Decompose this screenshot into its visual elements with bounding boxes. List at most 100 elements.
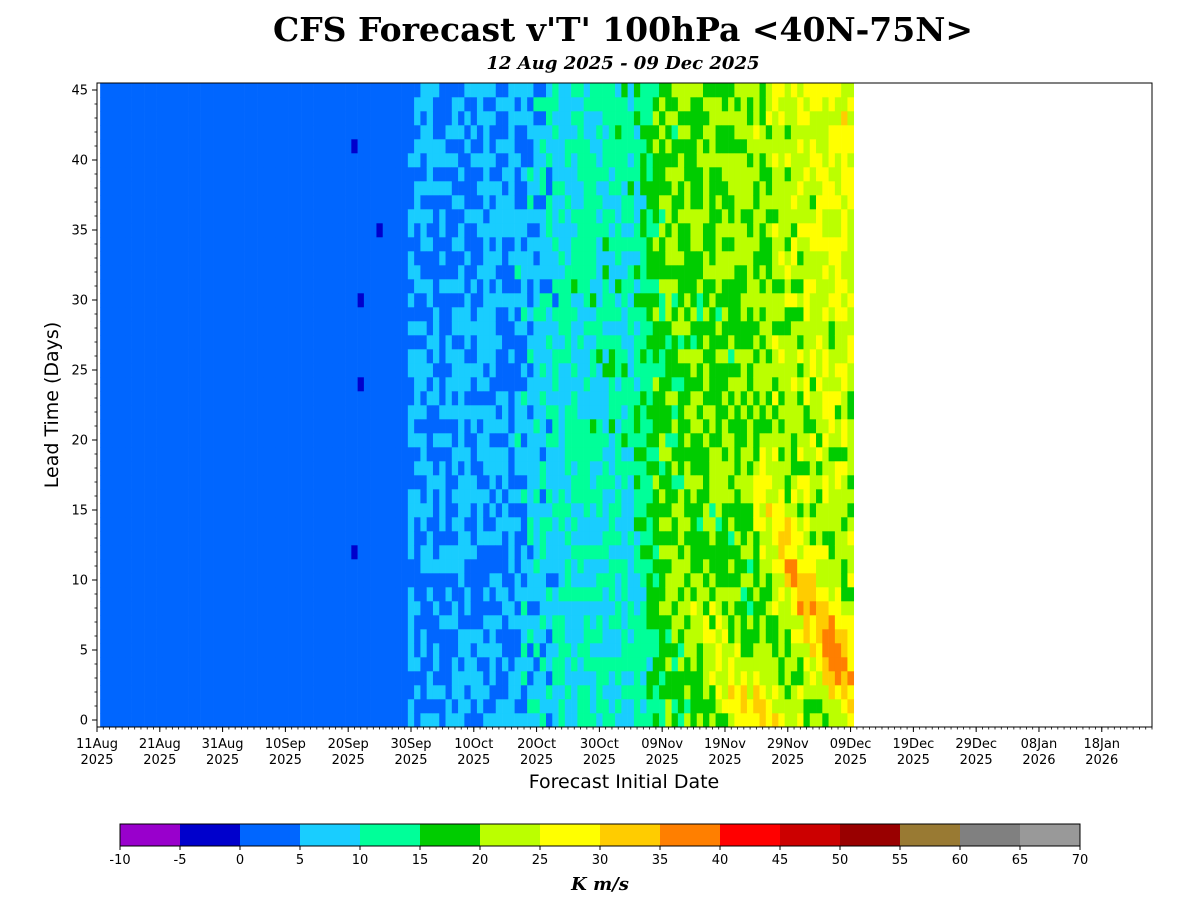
- heatmap-cell: [357, 237, 365, 252]
- heatmap-cell: [721, 405, 729, 420]
- heatmap-cell: [213, 265, 220, 280]
- heatmap-cell: [577, 335, 584, 350]
- heatmap-cell: [188, 377, 195, 392]
- heatmap-cell: [232, 223, 239, 238]
- heatmap-cell: [200, 321, 208, 336]
- heatmap-cell: [250, 601, 258, 616]
- heatmap-cell: [483, 83, 490, 98]
- heatmap-cell: [728, 433, 735, 448]
- heatmap-cell: [684, 503, 691, 518]
- heatmap-cell: [646, 713, 654, 728]
- heatmap-cell: [112, 111, 120, 126]
- heatmap-cell: [370, 125, 377, 140]
- heatmap-cell: [351, 237, 358, 252]
- heatmap-cell: [332, 153, 340, 168]
- heatmap-cell: [652, 629, 660, 644]
- heatmap-cell: [476, 153, 484, 168]
- heatmap-cell: [596, 195, 603, 210]
- heatmap-cell: [464, 545, 471, 560]
- heatmap-cell: [156, 237, 164, 252]
- heatmap-cell: [646, 279, 654, 294]
- heatmap-cell: [414, 685, 421, 700]
- heatmap-cell: [313, 713, 321, 728]
- heatmap-cell: [577, 461, 584, 476]
- heatmap-cell: [489, 153, 497, 168]
- heatmap-cell: [583, 517, 591, 532]
- heatmap-cell: [489, 699, 497, 714]
- heatmap-cell: [363, 293, 371, 308]
- heatmap-cell: [671, 237, 679, 252]
- heatmap-cell: [232, 279, 239, 294]
- heatmap-cell: [389, 405, 396, 420]
- heatmap-cell: [345, 503, 352, 518]
- heatmap-cell: [558, 167, 566, 182]
- heatmap-cell: [100, 657, 107, 672]
- heatmap-cell: [363, 447, 371, 462]
- heatmap-cell: [476, 307, 484, 322]
- heatmap-cell: [118, 573, 126, 588]
- heatmap-cell: [313, 237, 321, 252]
- heatmap-cell: [389, 167, 396, 182]
- heatmap-cell: [188, 713, 195, 728]
- heatmap-cell: [282, 237, 289, 252]
- heatmap-cell: [100, 629, 107, 644]
- heatmap-cell: [382, 643, 390, 658]
- heatmap-cell: [445, 573, 453, 588]
- heatmap-cell: [194, 615, 201, 630]
- heatmap-cell: [244, 251, 252, 266]
- heatmap-cell: [338, 363, 346, 378]
- heatmap-cell: [338, 601, 346, 616]
- heatmap-cell: [772, 573, 779, 588]
- heatmap-cell: [715, 405, 723, 420]
- heatmap-cell: [363, 321, 371, 336]
- heatmap-cell: [772, 559, 779, 574]
- heatmap-cell: [759, 615, 767, 630]
- heatmap-cell: [194, 671, 201, 686]
- heatmap-cell: [401, 419, 409, 434]
- heatmap-cell: [772, 461, 779, 476]
- heatmap-cell: [696, 699, 704, 714]
- heatmap-cell: [169, 699, 176, 714]
- heatmap-cell: [583, 573, 591, 588]
- heatmap-cell: [652, 363, 660, 378]
- heatmap-cell: [257, 601, 264, 616]
- heatmap-cell: [213, 671, 220, 686]
- heatmap-cell: [326, 223, 333, 238]
- heatmap-cell: [319, 433, 327, 448]
- heatmap-cell: [627, 223, 635, 238]
- heatmap-cell: [703, 713, 710, 728]
- heatmap-cell: [640, 181, 647, 196]
- heatmap-cell: [451, 573, 459, 588]
- heatmap-cell: [106, 237, 113, 252]
- heatmap-cell: [376, 153, 384, 168]
- heatmap-cell: [671, 251, 679, 266]
- heatmap-cell: [244, 349, 252, 364]
- heatmap-cell: [389, 699, 396, 714]
- heatmap-cell: [514, 643, 522, 658]
- heatmap-cell: [200, 279, 208, 294]
- heatmap-cell: [131, 461, 139, 476]
- heatmap-cell: [740, 685, 748, 700]
- heatmap-cell: [502, 111, 509, 126]
- heatmap-cell: [426, 181, 434, 196]
- heatmap-cell: [319, 279, 327, 294]
- heatmap-cell: [407, 601, 415, 616]
- heatmap-cell: [621, 125, 628, 140]
- heatmap-cell: [627, 559, 635, 574]
- heatmap-cell: [282, 321, 289, 336]
- heatmap-cell: [225, 489, 233, 504]
- heatmap-cell: [508, 279, 515, 294]
- heatmap-cell: [684, 83, 691, 98]
- heatmap-cell: [401, 405, 409, 420]
- heatmap-cell: [652, 643, 660, 658]
- heatmap-cell: [659, 685, 666, 700]
- heatmap-cell: [319, 265, 327, 280]
- heatmap-cell: [188, 573, 195, 588]
- heatmap-cell: [596, 475, 603, 490]
- heatmap-cell: [432, 237, 440, 252]
- heatmap-cell: [690, 167, 698, 182]
- heatmap-cell: [357, 209, 365, 224]
- heatmap-cell: [558, 349, 566, 364]
- heatmap-cell: [288, 363, 296, 378]
- heatmap-cell: [464, 629, 471, 644]
